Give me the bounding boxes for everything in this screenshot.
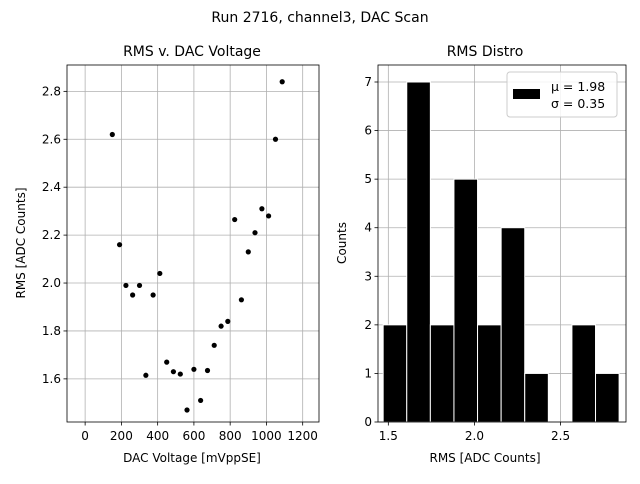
scatter-point [266, 213, 272, 219]
scatter-point [143, 372, 149, 378]
legend-box [506, 71, 618, 118]
scatter-point [279, 79, 285, 85]
scatter-ytick-label: 1.6 [42, 372, 61, 386]
scatter-point [136, 282, 143, 289]
scatter-ticks: 0 200 400 600 800 1000 1200 1.6 1.8 2.0 2.2 2.4 2.6 2… [42, 84, 318, 443]
scatter-xtick-label: 200 [110, 429, 133, 443]
scatter-ytick-label: 2.4 [42, 180, 61, 194]
histogram-legend: μ = 1.98 σ = 0.35 [506, 71, 618, 118]
scatter-ytick-label: 2.6 [42, 132, 61, 146]
legend-sigma: σ = 0.35 [551, 96, 605, 111]
scatter-ytick-label: 2.0 [42, 276, 61, 290]
histogram-bar [453, 178, 479, 423]
scatter-point [123, 282, 129, 289]
histogram-bar [595, 372, 620, 423]
scatter-xtick-label: 1200 [287, 429, 318, 443]
scatter-point [116, 242, 123, 248]
scatter-point [177, 371, 183, 377]
histogram-axes-frame [377, 64, 627, 423]
histogram-ytick-label: 4 [364, 221, 372, 235]
scatter-point [272, 136, 279, 142]
histogram-ytick-label: 3 [364, 269, 372, 283]
histogram-xlabel: RMS [ADC Counts] [429, 451, 540, 465]
scatter-xtick-label: 0 [81, 429, 89, 443]
histogram-ylabel: Counts [335, 222, 349, 264]
scatter-point [130, 292, 136, 298]
scatter-point [204, 367, 211, 374]
scatter-point [109, 131, 115, 138]
scatter-ytick-label: 1.8 [42, 324, 61, 338]
scatter-ylabel: RMS [ADC Counts] [14, 187, 28, 298]
scatter-title: RMS v. DAC Voltage [123, 44, 261, 60]
scatter-axes-frame [66, 64, 320, 423]
histogram-xtick-label: 2.0 [465, 429, 484, 443]
histogram-ticks: 1.5 2.0 2.5 0 1 2 3 4 5 6 7 [364, 75, 570, 443]
scatter-points [109, 79, 285, 413]
histogram-ytick-label: 6 [364, 124, 372, 138]
figure-suptitle: Run 2716, channel3, DAC Scan [211, 10, 428, 26]
histogram-bar [500, 227, 526, 423]
scatter-point [184, 407, 190, 413]
histogram-bar [382, 324, 408, 423]
scatter-point [164, 359, 170, 365]
scatter-point [150, 292, 156, 298]
scatter-point [218, 323, 224, 329]
histogram-title: RMS Distro [447, 44, 524, 60]
histogram-xtick-label: 2.5 [551, 429, 570, 443]
histogram-ytick-label: 7 [364, 75, 372, 89]
histogram-bar [429, 324, 455, 423]
legend-swatch [513, 89, 540, 99]
scatter-xlabel: DAC Voltage [mVppSE] [123, 451, 261, 465]
scatter-point [238, 297, 245, 303]
histogram-panel: RMS Distro 1.5 2.0 2.5 0 1 2 3 4 5 6 7 RMS [ADC Co… [335, 44, 627, 465]
scatter-point [198, 397, 204, 404]
scatter-xtick-label: 800 [219, 429, 242, 443]
scatter-point [225, 318, 231, 324]
legend-mean: μ = 1.98 [551, 79, 605, 94]
histogram-xtick-label: 1.5 [379, 429, 398, 443]
histogram-bar [571, 324, 597, 423]
scatter-xtick-label: 400 [146, 429, 169, 443]
scatter-point [157, 270, 163, 277]
scatter-point [252, 230, 258, 236]
scatter-point [232, 216, 238, 223]
scatter-ytick-label: 2.8 [42, 84, 61, 98]
histogram-bars [382, 81, 620, 423]
scatter-point [211, 342, 217, 348]
scatter-point [191, 366, 197, 372]
histogram-ytick-label: 5 [364, 172, 372, 186]
histogram-bar [406, 81, 431, 423]
histogram-bar [524, 372, 549, 423]
scatter-point [259, 206, 265, 212]
histogram-ytick-label: 2 [364, 318, 372, 332]
histogram-ytick-label: 1 [364, 366, 372, 380]
scatter-xtick-label: 600 [182, 429, 205, 443]
scatter-panel: RMS v. DAC Voltage 0 200 400 600 800 1000 1200… [14, 44, 320, 465]
scatter-xtick-label: 1000 [251, 429, 282, 443]
histogram-bar [477, 324, 502, 423]
histogram-ytick-label: 0 [364, 415, 372, 429]
scatter-ytick-label: 2.2 [42, 228, 61, 242]
scatter-point [245, 249, 251, 255]
scatter-point [170, 369, 177, 375]
